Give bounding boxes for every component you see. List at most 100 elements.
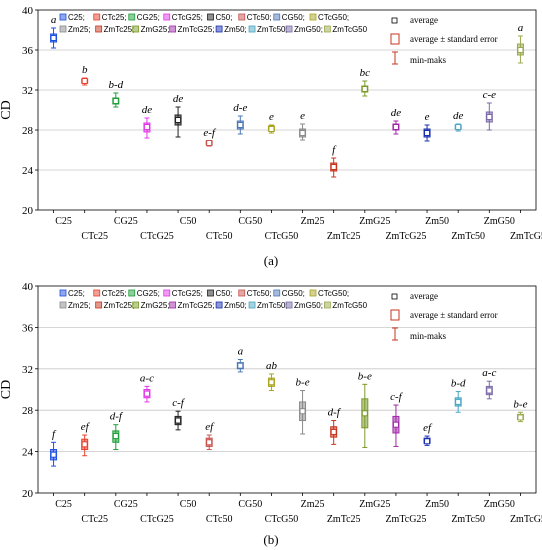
- x-tick-label: C50: [180, 216, 197, 227]
- legend-swatch: [238, 289, 246, 297]
- significance-letter: ef: [81, 421, 91, 433]
- x-tick-label: CG50: [238, 499, 262, 510]
- legend-swatch: [59, 289, 67, 297]
- significance-letter: a-c: [482, 367, 496, 379]
- mean-marker: [112, 433, 119, 440]
- mean-marker: [237, 122, 244, 128]
- panel-a-label: (a): [264, 253, 278, 268]
- legend-swatch: [95, 301, 103, 309]
- panel-b-label: (b): [263, 532, 278, 547]
- mean-marker: [517, 414, 524, 421]
- y-tick-label: 20: [22, 488, 34, 500]
- significance-letter: f: [332, 144, 337, 156]
- legend-swatch: [215, 25, 223, 33]
- significance-letter: e: [425, 111, 430, 123]
- mean-marker: [299, 130, 306, 136]
- mean-marker: [175, 117, 182, 123]
- mean-marker: [392, 124, 399, 130]
- significance-letter: e: [300, 110, 305, 122]
- mean-marker: [175, 417, 182, 424]
- legend-swatch: [132, 301, 140, 309]
- legend-label: CTcG50;: [318, 13, 349, 22]
- legend-label: ZmTcG25;: [178, 25, 215, 34]
- legend-label: C50;: [216, 289, 233, 298]
- mean-marker: [81, 441, 88, 448]
- x-tick-label: CTcG25: [140, 514, 174, 525]
- key-se-symbol: [390, 309, 400, 321]
- mean-marker: [143, 124, 150, 130]
- legend-label: CG25;: [137, 289, 160, 298]
- legend-swatch: [323, 25, 331, 33]
- y-tick-label: 36: [22, 45, 34, 57]
- significance-letter: f: [52, 428, 57, 440]
- x-tick-label: CG25: [114, 216, 138, 227]
- legend-label: C50;: [216, 13, 233, 22]
- legend-swatch: [59, 13, 67, 21]
- y-tick-label: 28: [22, 125, 34, 137]
- significance-letter: ef: [423, 422, 433, 434]
- legend-label: CTc25;: [102, 289, 127, 298]
- mean-marker: [81, 78, 88, 84]
- y-tick-label: 20: [22, 205, 34, 217]
- x-tick-label: ZmTc25: [327, 231, 361, 242]
- significance-letter: d-f: [110, 411, 124, 423]
- x-tick-label: CTcG25: [140, 231, 174, 242]
- significance-letter: e: [269, 111, 274, 123]
- x-tick-label: CG25: [114, 499, 138, 510]
- x-tick-label: C25: [55, 216, 72, 227]
- y-tick-label: 32: [22, 85, 33, 97]
- significance-letter: c-f: [390, 391, 404, 403]
- significance-letter: a: [51, 14, 57, 26]
- x-tick-label: CTcG50: [265, 514, 299, 525]
- legend-label: CG50;: [282, 289, 305, 298]
- x-tick-label: CTc50: [206, 514, 233, 525]
- x-tick-label: C50: [180, 499, 197, 510]
- significance-letter: b-d: [451, 378, 466, 390]
- legend-swatch: [59, 301, 67, 309]
- legend-label: C25;: [68, 289, 85, 298]
- legend-swatch: [273, 289, 281, 297]
- x-tick-label: ZmTcG50: [510, 231, 542, 242]
- mean-marker: [206, 140, 213, 146]
- x-tick-label: Zm50: [425, 216, 449, 227]
- mean-marker: [112, 98, 119, 104]
- key-se-label: average ± standard error: [410, 310, 498, 320]
- mean-marker: [486, 387, 493, 394]
- legend-swatch: [93, 13, 101, 21]
- legend-swatch: [285, 301, 293, 309]
- significance-letter: a: [238, 345, 244, 357]
- mean-marker: [299, 408, 306, 415]
- x-tick-label: CTc50: [206, 231, 233, 242]
- legend-swatch: [95, 25, 103, 33]
- y-tick-label: 24: [22, 447, 34, 459]
- significance-letter: ab: [266, 360, 278, 372]
- legend-label: Zm25;: [68, 25, 91, 34]
- mean-marker: [486, 114, 493, 120]
- legend-swatch: [285, 25, 293, 33]
- significance-letter: e-f: [203, 127, 217, 139]
- y-axis-label: CD: [0, 100, 14, 119]
- legend-label: ZmG50;: [294, 301, 323, 310]
- y-tick-label: 28: [22, 405, 34, 417]
- significance-letter: b: [82, 64, 88, 76]
- mean-marker: [361, 410, 368, 417]
- mean-marker: [50, 451, 57, 458]
- legend-label: CTcG50;: [318, 289, 349, 298]
- significance-letter: b-e: [296, 377, 310, 389]
- legend-swatch: [309, 289, 317, 297]
- mean-marker: [237, 362, 244, 369]
- x-tick-label: C25: [55, 499, 72, 510]
- legend-label: ZmG25;: [141, 25, 170, 34]
- x-tick-label: ZmG25: [359, 216, 390, 227]
- mean-marker: [392, 421, 399, 428]
- mean-marker: [206, 439, 213, 446]
- mean-marker: [517, 47, 524, 53]
- legend-label: ZmTcG25;: [178, 301, 215, 310]
- legend-swatch: [128, 289, 136, 297]
- x-tick-label: ZmTc50: [451, 514, 485, 525]
- x-tick-label: ZmTcG50: [510, 514, 542, 525]
- x-tick-label: ZmTc50: [451, 231, 485, 242]
